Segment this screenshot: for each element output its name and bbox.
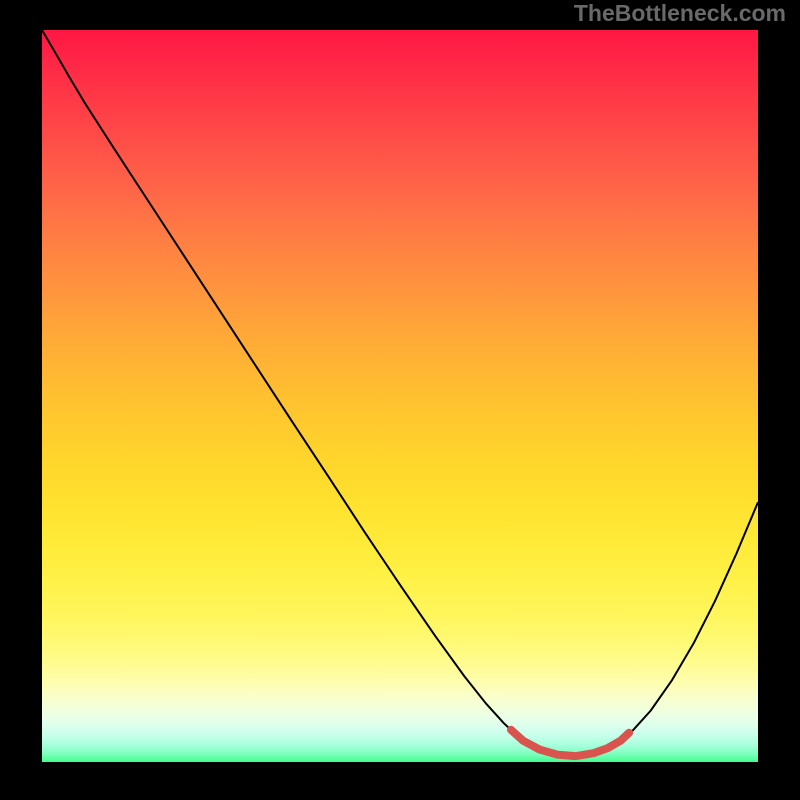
chart-background: [42, 30, 758, 762]
chart-container: TheBottleneck.com: [0, 0, 800, 800]
watermark-text: TheBottleneck.com: [574, 0, 786, 27]
chart-area: [42, 30, 758, 762]
chart-svg: [42, 30, 758, 762]
